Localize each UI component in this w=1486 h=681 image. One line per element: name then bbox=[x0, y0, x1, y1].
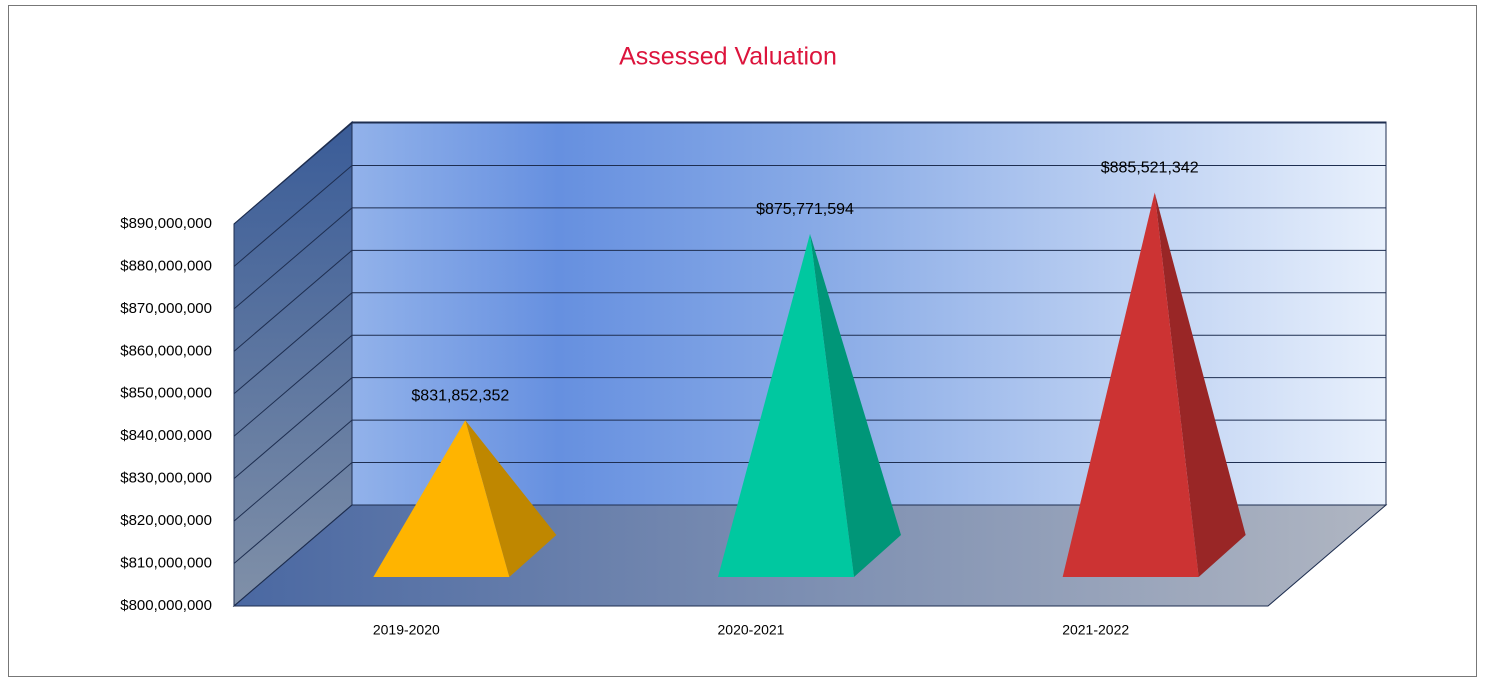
value-label: $885,521,342 bbox=[1101, 160, 1199, 177]
value-label: $831,852,352 bbox=[411, 388, 509, 405]
y-tick-label: $830,000,000 bbox=[120, 470, 212, 487]
y-tick-label: $820,000,000 bbox=[120, 512, 212, 529]
y-tick-label: $800,000,000 bbox=[120, 597, 212, 614]
grid-line bbox=[233, 504, 353, 607]
value-label: $875,771,594 bbox=[756, 201, 854, 218]
chart-title: Assessed Valuation bbox=[619, 43, 837, 71]
pyramid-side bbox=[1154, 192, 1246, 578]
grid-line bbox=[233, 419, 353, 522]
grid-line bbox=[233, 122, 353, 225]
y-tick-label: $870,000,000 bbox=[120, 300, 212, 317]
x-tick-label: 2021-2022 bbox=[1062, 622, 1129, 638]
y-tick-label: $850,000,000 bbox=[120, 385, 212, 402]
grid-line bbox=[233, 207, 353, 310]
y-tick-label: $890,000,000 bbox=[120, 215, 212, 232]
y-tick-label: $880,000,000 bbox=[120, 257, 212, 274]
y-tick-label: $860,000,000 bbox=[120, 342, 212, 359]
pyramid-side bbox=[465, 420, 557, 577]
grid-line bbox=[233, 377, 353, 480]
grid-line bbox=[233, 292, 353, 395]
y-tick-label: $810,000,000 bbox=[120, 555, 212, 572]
grid-line bbox=[233, 249, 353, 352]
grid-line bbox=[233, 462, 353, 564]
pyramid-front bbox=[373, 420, 510, 577]
grid-line bbox=[233, 334, 353, 437]
pyramid-front bbox=[718, 233, 854, 578]
pyramid-front bbox=[1062, 192, 1199, 578]
grid-line bbox=[233, 165, 353, 267]
pyramid-side bbox=[810, 233, 901, 578]
y-tick-label: $840,000,000 bbox=[120, 427, 212, 444]
x-tick-label: 2020-2021 bbox=[718, 622, 785, 638]
x-tick-label: 2019-2020 bbox=[373, 622, 440, 638]
